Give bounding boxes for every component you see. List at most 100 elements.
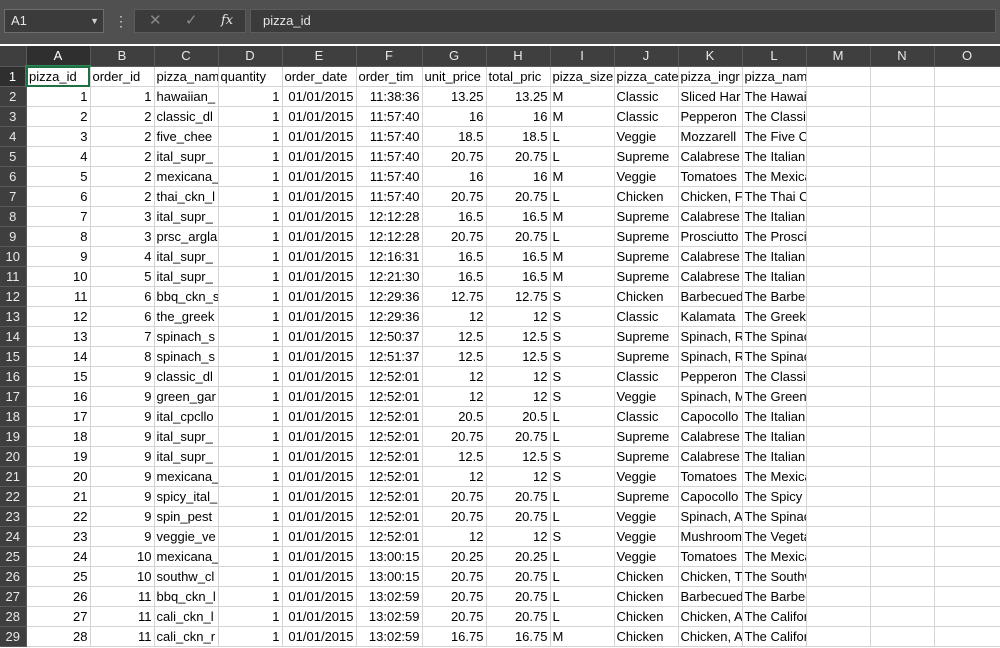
cell-h22[interactable]: 20.75 bbox=[486, 486, 551, 507]
cell-i26[interactable]: L bbox=[550, 566, 615, 587]
cell-m9[interactable] bbox=[806, 226, 871, 247]
cell-a17[interactable]: 16 bbox=[26, 386, 91, 407]
cell-f18[interactable]: 12:52:01 bbox=[356, 406, 423, 427]
cell-e13[interactable]: 01/01/2015 bbox=[282, 306, 357, 327]
cell-a28[interactable]: 27 bbox=[26, 606, 91, 627]
cell-m23[interactable] bbox=[806, 506, 871, 527]
cell-g6[interactable]: 16 bbox=[422, 166, 487, 187]
cell-c11[interactable]: ital_supr_ bbox=[154, 266, 219, 287]
cell-o23[interactable] bbox=[934, 506, 1000, 527]
cell-o28[interactable] bbox=[934, 606, 1000, 627]
cell-i18[interactable]: L bbox=[550, 406, 615, 427]
cell-e9[interactable]: 01/01/2015 bbox=[282, 226, 357, 247]
row-header[interactable]: 11 bbox=[0, 266, 27, 287]
cell-b5[interactable]: 2 bbox=[90, 146, 155, 167]
cell-g13[interactable]: 12 bbox=[422, 306, 487, 327]
cell-d9[interactable]: 1 bbox=[218, 226, 283, 247]
cell-e20[interactable]: 01/01/2015 bbox=[282, 446, 357, 467]
cell-d16[interactable]: 1 bbox=[218, 366, 283, 387]
cell-k17[interactable]: Spinach, M bbox=[678, 386, 743, 407]
cell-k13[interactable]: Kalamata bbox=[678, 306, 743, 327]
cell-g23[interactable]: 20.75 bbox=[422, 506, 487, 527]
cell-n17[interactable] bbox=[870, 386, 935, 407]
cell-b19[interactable]: 9 bbox=[90, 426, 155, 447]
cell-c28[interactable]: cali_ckn_l bbox=[154, 606, 219, 627]
cell-c29[interactable]: cali_ckn_r bbox=[154, 626, 219, 647]
cell-c19[interactable]: ital_supr_ bbox=[154, 426, 219, 447]
cell-b18[interactable]: 9 bbox=[90, 406, 155, 427]
cell-o15[interactable] bbox=[934, 346, 1000, 367]
row-header[interactable]: 9 bbox=[0, 226, 27, 247]
cell-j20[interactable]: Supreme bbox=[614, 446, 679, 467]
cell-h23[interactable]: 20.75 bbox=[486, 506, 551, 527]
cell-m6[interactable] bbox=[806, 166, 871, 187]
cell-b26[interactable]: 10 bbox=[90, 566, 155, 587]
cell-l22[interactable]: The Spicy Italian Pizza bbox=[742, 486, 807, 507]
cell-e17[interactable]: 01/01/2015 bbox=[282, 386, 357, 407]
cell-k29[interactable]: Chicken, A bbox=[678, 626, 743, 647]
cell-j25[interactable]: Veggie bbox=[614, 546, 679, 567]
cell-n29[interactable] bbox=[870, 626, 935, 647]
row-header[interactable]: 3 bbox=[0, 106, 27, 127]
cell-n8[interactable] bbox=[870, 206, 935, 227]
column-header-e[interactable]: E bbox=[282, 46, 357, 67]
cell-k12[interactable]: Barbecued bbox=[678, 286, 743, 307]
cell-f13[interactable]: 12:29:36 bbox=[356, 306, 423, 327]
cell-a19[interactable]: 18 bbox=[26, 426, 91, 447]
cell-f7[interactable]: 11:57:40 bbox=[356, 186, 423, 207]
cell-h24[interactable]: 12 bbox=[486, 526, 551, 547]
cell-k4[interactable]: Mozzarell bbox=[678, 126, 743, 147]
cell-c1[interactable]: pizza_nam bbox=[154, 66, 219, 87]
cell-d3[interactable]: 1 bbox=[218, 106, 283, 127]
cell-i8[interactable]: M bbox=[550, 206, 615, 227]
cell-h8[interactable]: 16.5 bbox=[486, 206, 551, 227]
cell-f21[interactable]: 12:52:01 bbox=[356, 466, 423, 487]
cell-m14[interactable] bbox=[806, 326, 871, 347]
cell-f5[interactable]: 11:57:40 bbox=[356, 146, 423, 167]
cell-n5[interactable] bbox=[870, 146, 935, 167]
row-header[interactable]: 19 bbox=[0, 426, 27, 447]
cell-j28[interactable]: Chicken bbox=[614, 606, 679, 627]
cell-g17[interactable]: 12 bbox=[422, 386, 487, 407]
cell-m7[interactable] bbox=[806, 186, 871, 207]
cell-l5[interactable]: The Italian Supreme Pizza bbox=[742, 146, 807, 167]
cell-e4[interactable]: 01/01/2015 bbox=[282, 126, 357, 147]
cell-h9[interactable]: 20.75 bbox=[486, 226, 551, 247]
cell-m27[interactable] bbox=[806, 586, 871, 607]
cell-n19[interactable] bbox=[870, 426, 935, 447]
cell-e21[interactable]: 01/01/2015 bbox=[282, 466, 357, 487]
cell-f19[interactable]: 12:52:01 bbox=[356, 426, 423, 447]
cell-a16[interactable]: 15 bbox=[26, 366, 91, 387]
cell-l12[interactable]: The Barbecue Chicken Pizza bbox=[742, 286, 807, 307]
cell-d4[interactable]: 1 bbox=[218, 126, 283, 147]
cell-a22[interactable]: 21 bbox=[26, 486, 91, 507]
cell-f23[interactable]: 12:52:01 bbox=[356, 506, 423, 527]
cell-m4[interactable] bbox=[806, 126, 871, 147]
cell-h16[interactable]: 12 bbox=[486, 366, 551, 387]
cell-a13[interactable]: 12 bbox=[26, 306, 91, 327]
cell-h14[interactable]: 12.5 bbox=[486, 326, 551, 347]
cell-e28[interactable]: 01/01/2015 bbox=[282, 606, 357, 627]
cell-j19[interactable]: Supreme bbox=[614, 426, 679, 447]
cell-l9[interactable]: The Prosciutto and Arugula Pizza bbox=[742, 226, 807, 247]
cell-c24[interactable]: veggie_ve bbox=[154, 526, 219, 547]
cell-c2[interactable]: hawaiian_ bbox=[154, 86, 219, 107]
cell-m28[interactable] bbox=[806, 606, 871, 627]
cell-i5[interactable]: L bbox=[550, 146, 615, 167]
cell-c17[interactable]: green_gar bbox=[154, 386, 219, 407]
cell-c13[interactable]: the_greek bbox=[154, 306, 219, 327]
cell-f1[interactable]: order_tim bbox=[356, 66, 423, 87]
cell-j5[interactable]: Supreme bbox=[614, 146, 679, 167]
cell-l23[interactable]: The Spinach Pesto Pizza bbox=[742, 506, 807, 527]
row-header[interactable]: 10 bbox=[0, 246, 27, 267]
cell-l25[interactable]: The Mexicana Pizza bbox=[742, 546, 807, 567]
cell-k19[interactable]: Calabrese bbox=[678, 426, 743, 447]
cell-h25[interactable]: 20.25 bbox=[486, 546, 551, 567]
cell-d27[interactable]: 1 bbox=[218, 586, 283, 607]
cell-a1[interactable]: pizza_id bbox=[26, 66, 91, 87]
cell-a3[interactable]: 2 bbox=[26, 106, 91, 127]
cell-d17[interactable]: 1 bbox=[218, 386, 283, 407]
cell-h6[interactable]: 16 bbox=[486, 166, 551, 187]
cell-n18[interactable] bbox=[870, 406, 935, 427]
cell-g16[interactable]: 12 bbox=[422, 366, 487, 387]
